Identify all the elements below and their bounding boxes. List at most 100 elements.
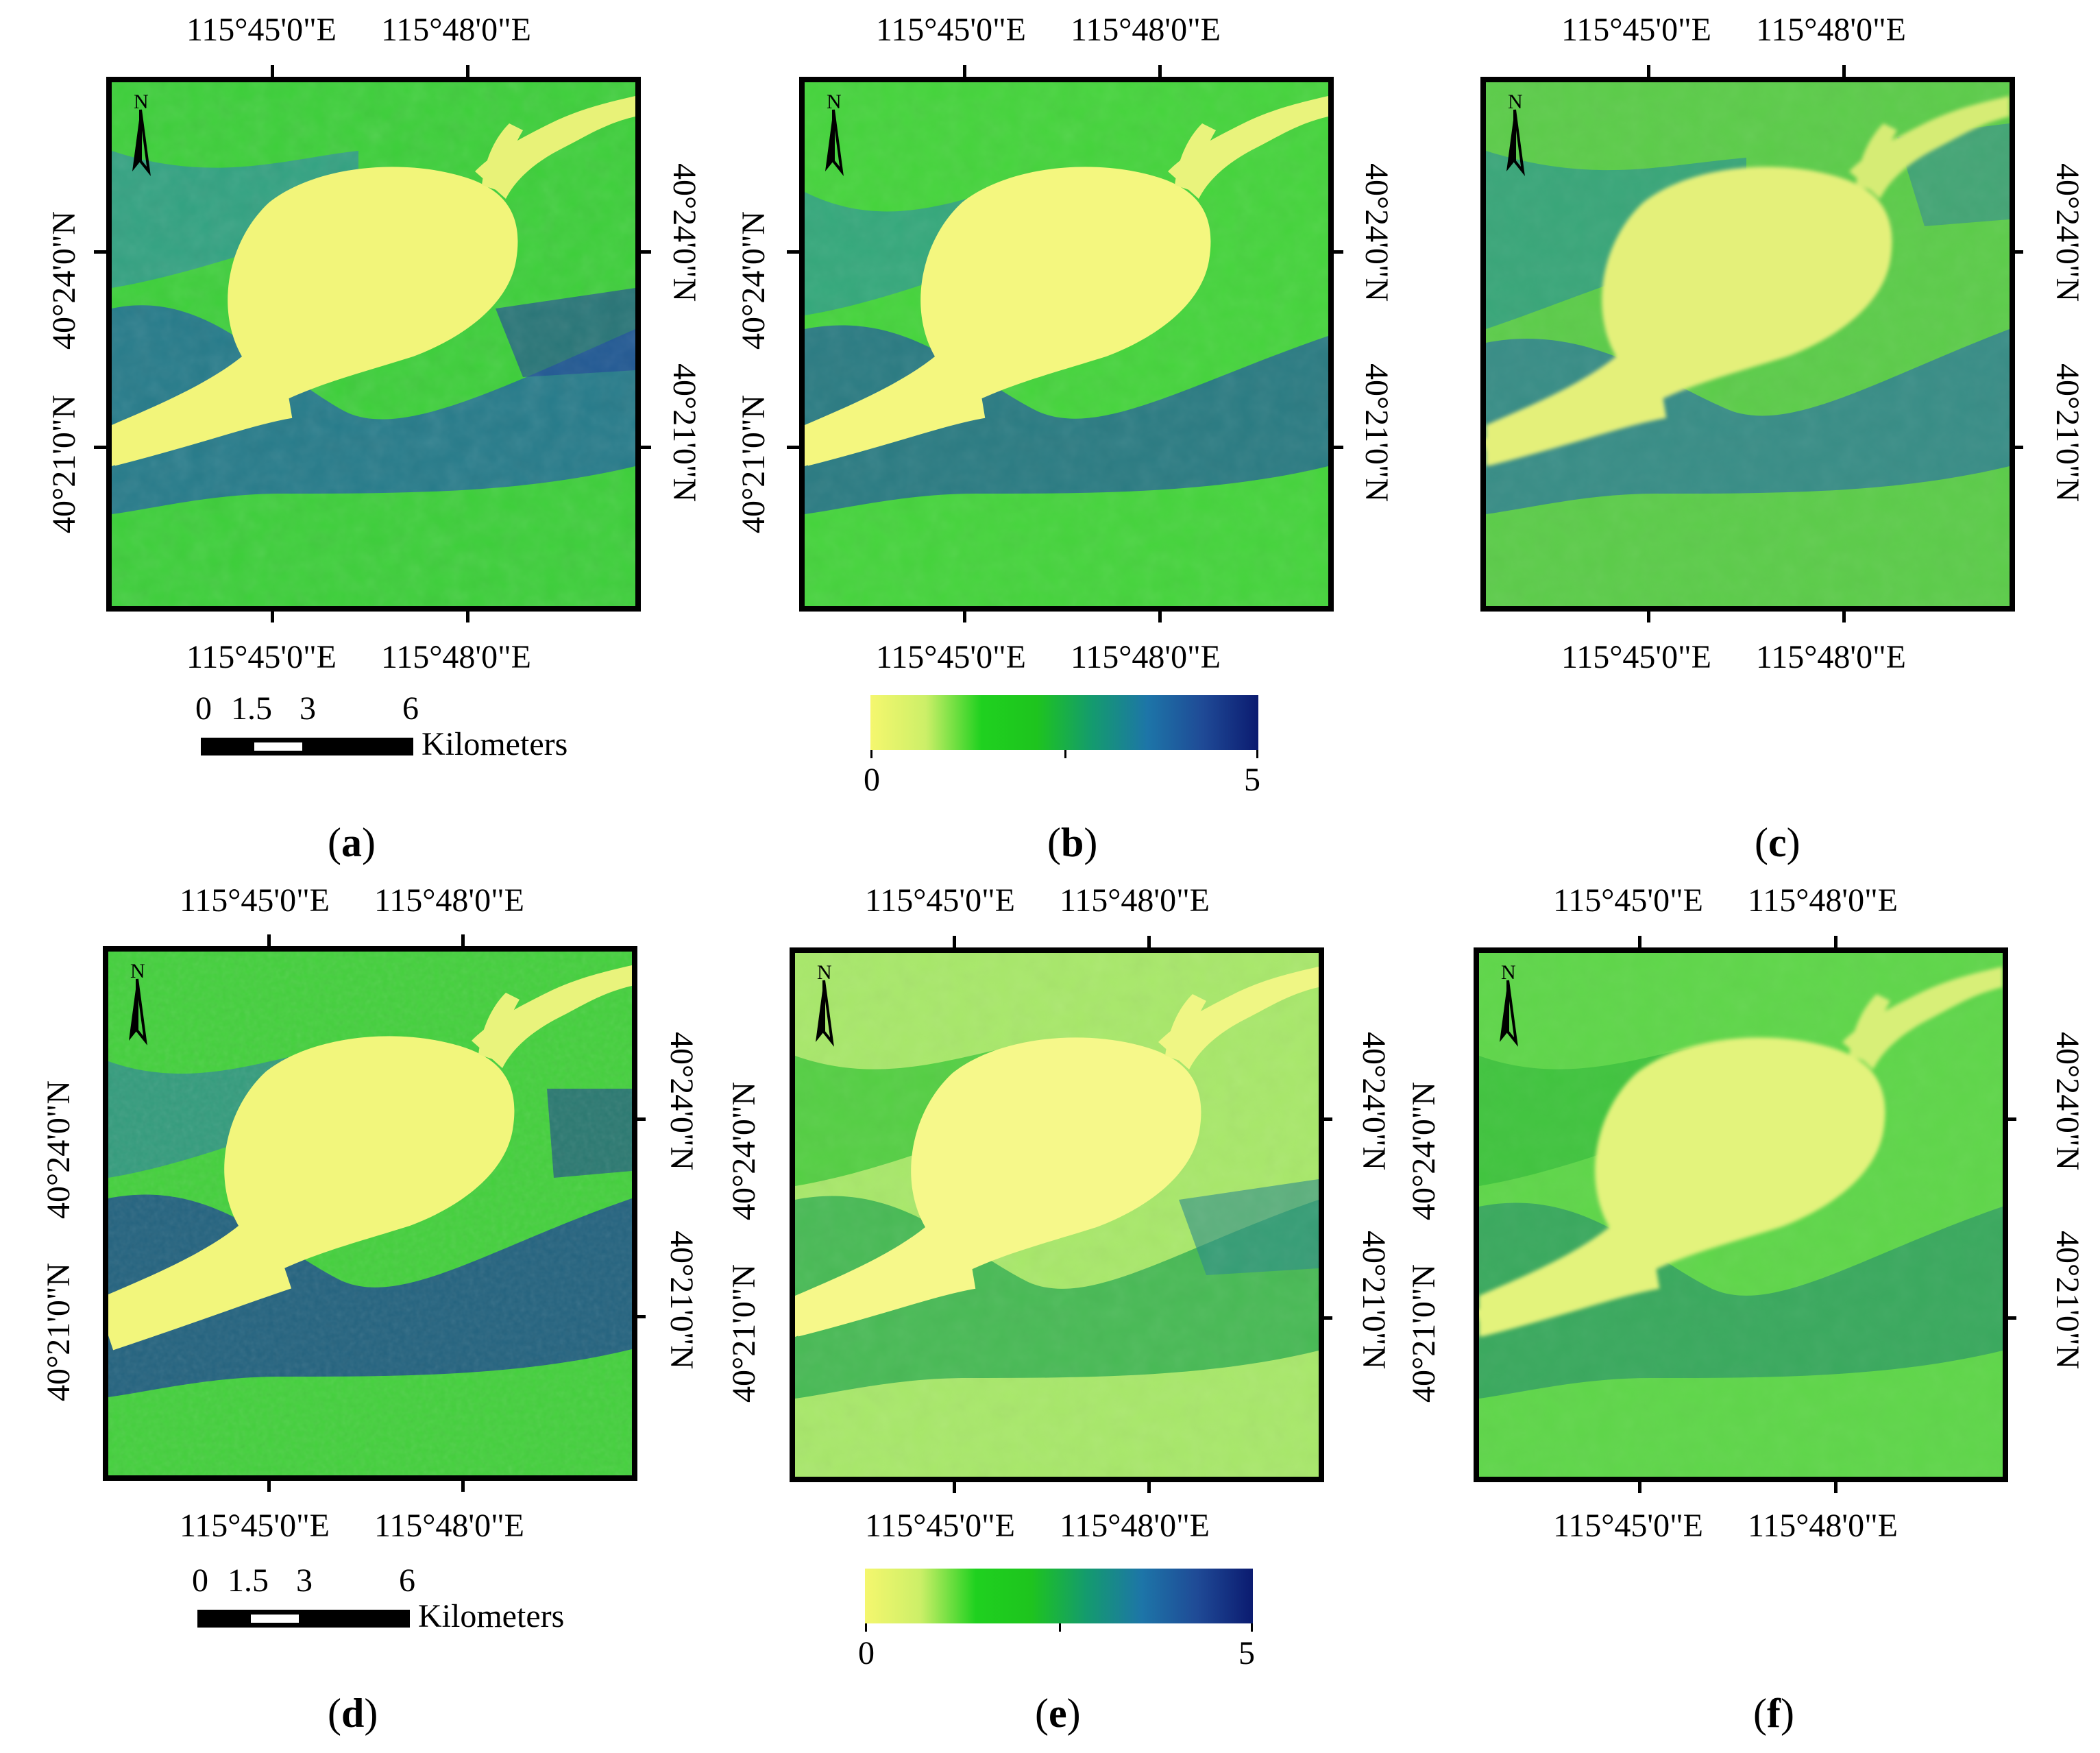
lon-label-top-left: 115°45'0"E [180, 882, 330, 919]
scale-tick-3: 3 [296, 1562, 313, 1599]
legend-gradient [865, 1569, 1253, 1623]
color-legend-top: 0 5 [864, 695, 1268, 805]
tick [267, 1478, 271, 1492]
panel-caption-e: (e) [1035, 1691, 1081, 1736]
scale-tick-6: 6 [399, 1562, 415, 1599]
tick [632, 1117, 646, 1121]
tick [1319, 1316, 1332, 1320]
lon-label-top-right: 115°48'0"E [1060, 882, 1210, 919]
legend-tick [1256, 750, 1258, 758]
lon-label-top-right: 115°48'0"E [1756, 12, 1906, 48]
lat-label-right-bottom: 40°21'0"N [2049, 1231, 2086, 1370]
tick [271, 65, 274, 79]
tick [1638, 1479, 1641, 1493]
scale-tick-0: 0 [192, 1562, 208, 1599]
tick [1638, 936, 1641, 950]
tick [1330, 446, 1343, 449]
tick [1834, 1479, 1838, 1493]
lat-label-left-bottom: 40°21'0"N [40, 1262, 77, 1401]
tick [94, 250, 108, 254]
tick [963, 609, 966, 622]
scale-tick-3: 3 [300, 690, 316, 727]
tick [466, 65, 469, 79]
tick [2003, 1316, 2016, 1320]
tick [953, 1479, 956, 1493]
tick [461, 1478, 465, 1492]
tick [1647, 65, 1650, 79]
lon-label-bottom-left: 115°45'0"E [186, 639, 337, 675]
lat-label-left-bottom: 40°21'0"N [726, 1264, 762, 1403]
lat-label-left-top: 40°24'0"N [40, 1080, 77, 1219]
map-raster-c [1486, 82, 2010, 606]
lat-label-left-bottom: 40°21'0"N [1406, 1264, 1442, 1403]
legend-max-label: 5 [1244, 762, 1260, 798]
lon-label-top-left: 115°45'0"E [876, 12, 1026, 48]
tick [963, 65, 966, 79]
lon-label-bottom-left: 115°45'0"E [1553, 1508, 1703, 1544]
tick [1158, 609, 1162, 622]
tick [466, 609, 469, 622]
map-frame-f [1474, 947, 2008, 1482]
color-legend-bottom: 0 5 [858, 1569, 1262, 1678]
tick [461, 934, 465, 948]
lat-label-left-bottom: 40°21'0"N [735, 394, 772, 533]
map-panel-f: 115°45'0"E 115°48'0"E 40°24'0"N 40°21'0"… [1378, 884, 2100, 1753]
legend-tick [1064, 750, 1066, 758]
scale-tick-0: 0 [195, 690, 212, 727]
map-panel-e: 115°45'0"E 115°48'0"E 40°24'0"N 40°21'0"… [692, 882, 1392, 1753]
panel-caption-c: (c) [1755, 820, 1800, 865]
scale-unit: Kilometers [422, 726, 568, 762]
lon-label-bottom-left: 115°45'0"E [876, 639, 1026, 675]
scale-bar-graphic [197, 1610, 410, 1628]
lon-label-top-left: 115°45'0"E [865, 882, 1015, 919]
panel-caption-a: (a) [328, 820, 376, 865]
scale-tick-6: 6 [402, 690, 419, 727]
map-panel-c: 115°45'0"E 115°48'0"E 40°24'0"N 40°21'0"… [1378, 0, 2100, 871]
lon-label-bottom-left: 115°45'0"E [1561, 639, 1711, 675]
scale-unit: Kilometers [418, 1598, 565, 1634]
lat-label-left-bottom: 40°21'0"N [46, 394, 82, 533]
map-raster-d [108, 952, 632, 1475]
map-panel-a: 115°45'0"E 115°48'0"E 40°24'0"N 40°21'0"… [0, 0, 703, 871]
lon-label-top-left: 115°45'0"E [186, 12, 337, 48]
tick [1319, 1117, 1332, 1121]
map-raster-b [805, 82, 1328, 606]
tick [637, 250, 651, 254]
panel-caption-f: (f) [1753, 1691, 1794, 1736]
map-frame-b [799, 77, 1334, 612]
lon-label-bottom-left: 115°45'0"E [865, 1508, 1015, 1544]
tick [2010, 446, 2023, 449]
scale-tick-1-5: 1.5 [228, 1562, 269, 1599]
legend-gradient [870, 695, 1258, 750]
tick [267, 934, 271, 948]
lon-label-top-right: 115°48'0"E [374, 882, 524, 919]
scale-bar-graphic [201, 738, 413, 755]
lon-label-top-left: 115°45'0"E [1553, 882, 1703, 919]
lon-label-top-right: 115°48'0"E [1071, 12, 1221, 48]
map-frame-a [106, 77, 641, 612]
tick [637, 446, 651, 449]
legend-tick [865, 1623, 867, 1632]
tick [1147, 936, 1151, 950]
legend-min-label: 0 [858, 1635, 875, 1671]
map-raster-e [795, 953, 1319, 1477]
scale-bar-bottom: 0 1.5 3 6 Kilometers [192, 1564, 603, 1647]
lon-label-top-right: 115°48'0"E [1748, 882, 1898, 919]
tick [632, 1315, 646, 1318]
lon-label-bottom-right: 115°48'0"E [381, 639, 531, 675]
lon-label-bottom-right: 115°48'0"E [1071, 639, 1221, 675]
legend-tick [1059, 1623, 1061, 1632]
legend-min-label: 0 [864, 762, 880, 798]
lon-label-bottom-right: 115°48'0"E [1756, 639, 1906, 675]
map-frame-d [103, 946, 637, 1481]
tick [953, 936, 956, 950]
scale-bar-white-segment [254, 742, 302, 751]
map-raster-f [1479, 953, 2003, 1477]
lat-label-right-top: 40°24'0"N [2049, 163, 2086, 302]
tick [1330, 250, 1343, 254]
lat-label-left-top: 40°24'0"N [726, 1081, 762, 1220]
map-panel-d: 115°45'0"E 115°48'0"E 40°24'0"N 40°21'0"… [0, 882, 700, 1753]
scale-tick-1-5: 1.5 [231, 690, 272, 727]
lon-label-bottom-left: 115°45'0"E [180, 1508, 330, 1544]
lon-label-bottom-right: 115°48'0"E [1060, 1508, 1210, 1544]
